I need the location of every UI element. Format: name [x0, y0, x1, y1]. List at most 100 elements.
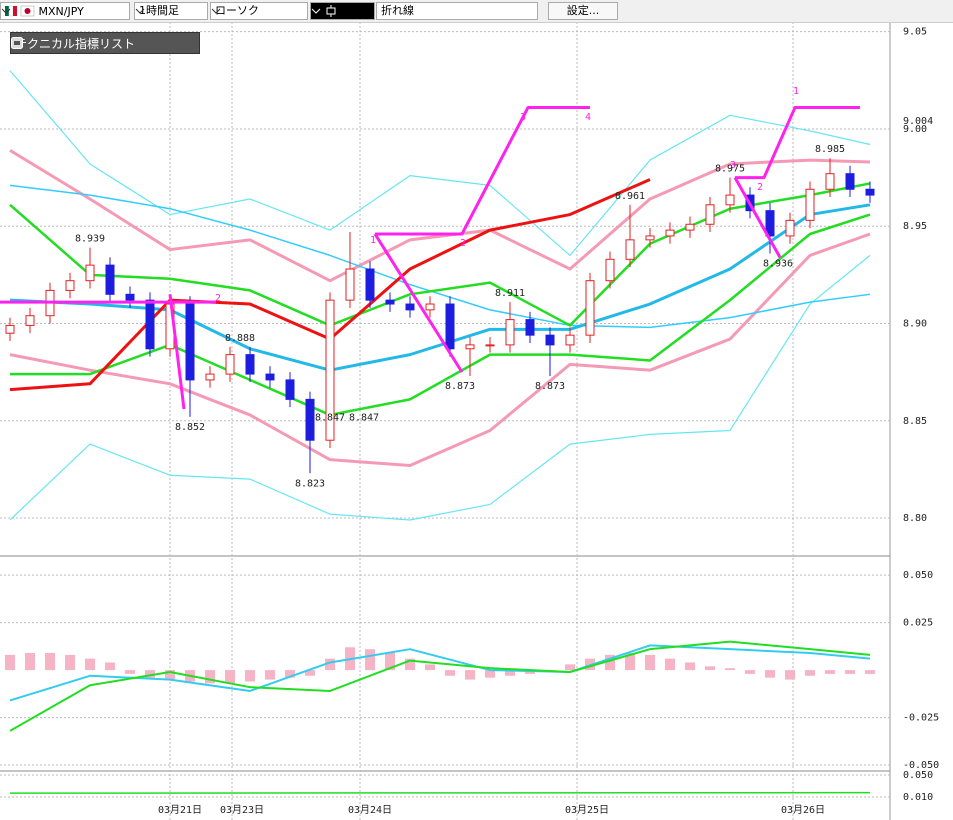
x-tick-label: 03月21日 [158, 804, 202, 816]
histogram-bar [145, 670, 155, 678]
histogram-bar [165, 670, 175, 680]
timeframe-select[interactable]: 1時間足 [134, 2, 208, 20]
histogram-bar [845, 670, 855, 674]
candle-body [625, 239, 635, 260]
histogram-bar [665, 658, 675, 671]
histogram-bar [805, 670, 815, 676]
symbol-text: MXN/JPY [38, 5, 84, 18]
histogram-bar [405, 658, 415, 671]
histogram-bar [605, 654, 615, 671]
timeframe-text: 1時間足 [139, 4, 179, 17]
price-label: 8.936 [763, 258, 793, 269]
price-label: 8.847 [315, 413, 345, 424]
histogram-bar [25, 652, 35, 671]
candle-body [525, 319, 535, 336]
candle-body [65, 280, 75, 291]
histogram-bar [325, 658, 335, 671]
symbol-select[interactable]: MXN/JPY [0, 2, 130, 20]
price-label: 8.888 [225, 333, 255, 344]
candle-body [345, 268, 355, 301]
histogram-bar [245, 670, 255, 682]
y-tick-label: 8.95 [903, 221, 927, 232]
candle-body [145, 299, 155, 350]
histogram-bar [445, 670, 455, 676]
indicator-line [9, 254, 871, 521]
indicator-list-panel[interactable]: テクニカル指標リスト [10, 32, 200, 54]
line-type-text: 折れ線 [381, 4, 414, 17]
indicator-line [9, 644, 871, 702]
price-label: 8.852 [175, 422, 205, 433]
chart-type-select[interactable]: ローソク [210, 2, 308, 20]
histogram-bar [685, 662, 695, 671]
candle-body [565, 334, 575, 346]
flag-icons [5, 5, 35, 17]
histogram-bar [785, 670, 795, 680]
toolbar: MXN/JPY 1時間足 ローソク 折れ線 設定... [0, 0, 953, 23]
zigzag-label: 2 [460, 238, 466, 249]
candle-body [705, 204, 715, 225]
panel-button[interactable] [11, 37, 23, 49]
indicator-line [9, 232, 871, 468]
price-label: 8.823 [295, 478, 325, 489]
histogram-bar [265, 670, 275, 680]
candle-body [185, 303, 195, 381]
histogram-bar [385, 652, 395, 671]
y-tick-label: 8.80 [903, 513, 927, 524]
dropdown-arrow [211, 8, 221, 14]
candle-body [445, 303, 455, 350]
histogram-bar [825, 670, 835, 674]
zigzag-label: 4 [585, 112, 591, 123]
candle-body [785, 219, 795, 237]
line-type-field[interactable]: 折れ線 [376, 2, 538, 20]
histogram-bar [465, 670, 475, 680]
histogram-bar [765, 670, 775, 678]
histogram-bar [365, 649, 375, 671]
candle-style-select[interactable] [310, 2, 375, 20]
price-label: 8.873 [445, 381, 475, 392]
candle-body [405, 303, 415, 311]
candle-body [545, 334, 555, 346]
zigzag-label: 1 [370, 235, 376, 246]
candle-body [585, 280, 595, 336]
candle-body [425, 303, 435, 311]
candle-body [685, 223, 695, 231]
histogram-bar [565, 664, 575, 671]
candle-body [285, 379, 295, 400]
candle-body [25, 315, 35, 326]
candle-body [805, 188, 815, 221]
candle-body [225, 354, 235, 375]
histogram-bar [865, 670, 875, 674]
candle-body [385, 299, 395, 305]
x-tick-label: 03月23日 [220, 804, 264, 816]
histogram-bar [745, 670, 755, 674]
histogram-bar [305, 670, 315, 676]
histogram-bar [625, 652, 635, 671]
zigzag-label: 3 [730, 160, 736, 171]
price-label: 8.975 [715, 164, 745, 175]
candle-body [865, 188, 875, 196]
zigzag-line [0, 106, 860, 410]
settings-button[interactable]: 設定... [548, 2, 618, 20]
indicator-line [9, 791, 871, 794]
histogram-bar [45, 652, 55, 671]
candle-body [505, 319, 515, 346]
candle-body [205, 373, 215, 381]
x-tick-label: 03月26日 [781, 804, 825, 816]
price-label: 8.939 [75, 234, 105, 245]
y-tick-label: 0.025 [903, 618, 933, 629]
histogram-bar [285, 670, 295, 678]
candle-body [265, 373, 275, 381]
price-label: 8.961 [615, 191, 645, 202]
y-tick-label: 9.00 [903, 124, 927, 135]
histogram-bar [125, 670, 135, 674]
candle-body [305, 398, 315, 441]
y-tick-label: 0.050 [903, 770, 933, 781]
candle-body [125, 293, 135, 301]
zigzag-label: 2 [757, 182, 763, 193]
y-tick-label: 8.90 [903, 318, 927, 329]
y-tick-label: 8.85 [903, 416, 927, 427]
price-label: 8.911 [495, 288, 525, 299]
x-tick-label: 03月24日 [348, 804, 392, 816]
candle-body [825, 173, 835, 190]
candle-body [725, 194, 735, 206]
